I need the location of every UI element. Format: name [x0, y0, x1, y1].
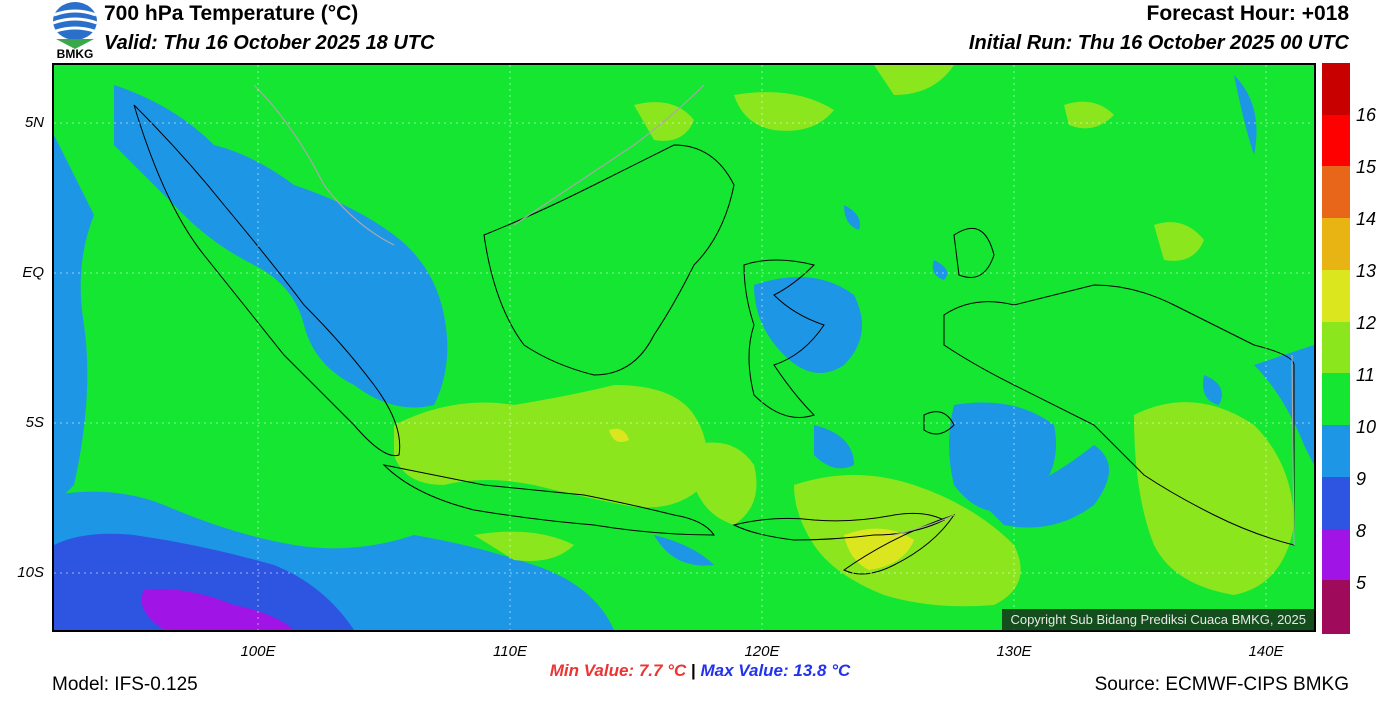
colorbar-segment — [1322, 218, 1350, 272]
cbar-label-12: 12 — [1356, 313, 1377, 333]
colorbar-segment — [1322, 269, 1350, 324]
cbar-label-10: 10 — [1356, 417, 1377, 437]
temp-field-5-8 — [141, 589, 294, 630]
colorbar-segment — [1322, 580, 1350, 634]
lat-tick-eq: EQ — [22, 264, 44, 281]
lon-tick-120e: 120E — [744, 643, 780, 660]
temperature-map — [52, 63, 1316, 632]
borders — [253, 84, 1295, 546]
min-value: Min Value: 7.7 °C — [549, 661, 687, 680]
temp-field-9-10 — [54, 75, 1314, 630]
temp-field-8-9 — [54, 533, 354, 630]
cbar-label-11: 11 — [1356, 365, 1375, 385]
lon-tick-100e: 100E — [240, 643, 276, 660]
minmax-separator: | — [690, 661, 696, 680]
lat-tick-10s: 10S — [17, 564, 44, 581]
temp-field-base — [54, 65, 1314, 630]
temp-field-11-12 — [394, 65, 1294, 607]
lon-tick-110e: 110E — [493, 643, 527, 660]
coastlines — [133, 104, 1295, 575]
colorbar-segment — [1322, 321, 1350, 376]
cbar-label-16: 16 — [1356, 105, 1377, 125]
forecast-hour: Forecast Hour: +018 — [1146, 2, 1350, 25]
data-source: Source: ECMWF-CIPS BMKG — [1094, 674, 1349, 695]
colorbar-segment — [1322, 425, 1350, 479]
model-name: Model: IFS-0.125 — [52, 674, 198, 695]
colorbar-segment — [1322, 373, 1350, 427]
colorbar-segment — [1322, 63, 1350, 117]
cbar-label-8: 8 — [1356, 521, 1367, 541]
lon-tick-140e: 140E — [1248, 643, 1284, 660]
cbar-label-5: 5 — [1356, 573, 1367, 593]
colorbar-segment — [1322, 528, 1350, 582]
logo-text: BMKG — [56, 47, 94, 61]
initial-run: Initial Run: Thu 16 October 2025 00 UTC — [968, 32, 1349, 54]
valid-time: Valid: Thu 16 October 2025 18 UTC — [104, 32, 435, 54]
max-value: Max Value: 13.8 °C — [700, 661, 851, 680]
cbar-label-13: 13 — [1356, 261, 1377, 281]
colorbar-segment — [1322, 114, 1350, 169]
cbar-label-15: 15 — [1356, 157, 1377, 177]
map-title: 700 hPa Temperature (°C) — [104, 2, 359, 25]
colorbar-segment — [1322, 476, 1350, 531]
graticule — [54, 65, 1314, 630]
min-max-values: Min Value: 7.7 °C | Max Value: 13.8 °C — [0, 661, 1400, 681]
cbar-label-9: 9 — [1356, 469, 1367, 489]
lat-tick-5s: 5S — [25, 414, 44, 431]
copyright-notice: Copyright Sub Bidang Prediksi Cuaca BMKG… — [1002, 609, 1314, 631]
lat-tick-5n: 5N — [24, 114, 44, 131]
colorbar — [1322, 63, 1350, 634]
colorbar-segment — [1322, 166, 1350, 220]
lon-tick-130e: 130E — [996, 643, 1032, 660]
cbar-label-14: 14 — [1356, 209, 1377, 229]
bmkg-logo: BMKG — [50, 1, 100, 61]
